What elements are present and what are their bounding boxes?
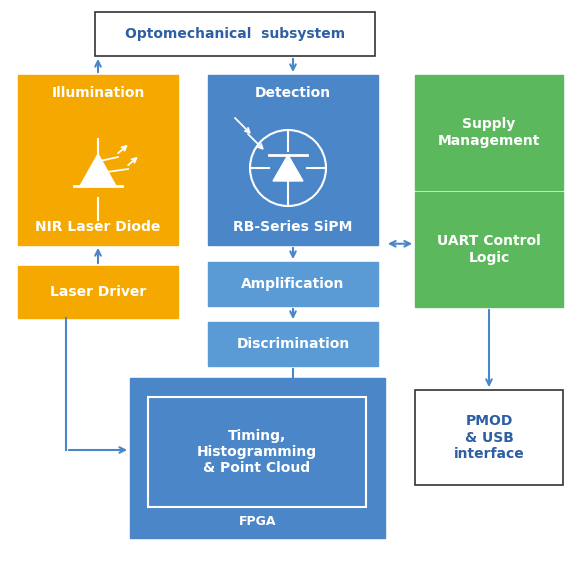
Bar [415, 192, 563, 307]
Bar [95, 12, 375, 56]
Bar [208, 322, 378, 366]
Text: Amplification: Amplification [241, 277, 345, 291]
Bar [415, 75, 563, 190]
Bar [208, 262, 378, 306]
Text: Detection: Detection [255, 86, 331, 100]
Text: Timing,
Histogramming
& Point Cloud: Timing, Histogramming & Point Cloud [197, 429, 317, 475]
Bar [148, 397, 366, 507]
Text: FPGA: FPGA [239, 515, 276, 528]
Text: Illumination: Illumination [52, 86, 145, 100]
Text: RB-Series SiPM: RB-Series SiPM [233, 220, 353, 234]
Bar [18, 75, 178, 245]
Bar [18, 266, 178, 318]
Polygon shape [273, 155, 303, 181]
Bar [130, 378, 385, 538]
Bar [208, 75, 378, 245]
Text: Discrimination: Discrimination [236, 337, 350, 351]
Text: PMOD
& USB
interface: PMOD & USB interface [453, 415, 525, 461]
Text: Laser Driver: Laser Driver [50, 285, 146, 299]
Bar [415, 390, 563, 485]
Text: NIR Laser Diode: NIR Laser Diode [35, 220, 161, 234]
Text: Supply
Management: Supply Management [438, 117, 540, 148]
Polygon shape [80, 154, 116, 186]
Text: Optomechanical  subsystem: Optomechanical subsystem [125, 27, 345, 41]
Text: UART Control
Logic: UART Control Logic [437, 234, 541, 265]
